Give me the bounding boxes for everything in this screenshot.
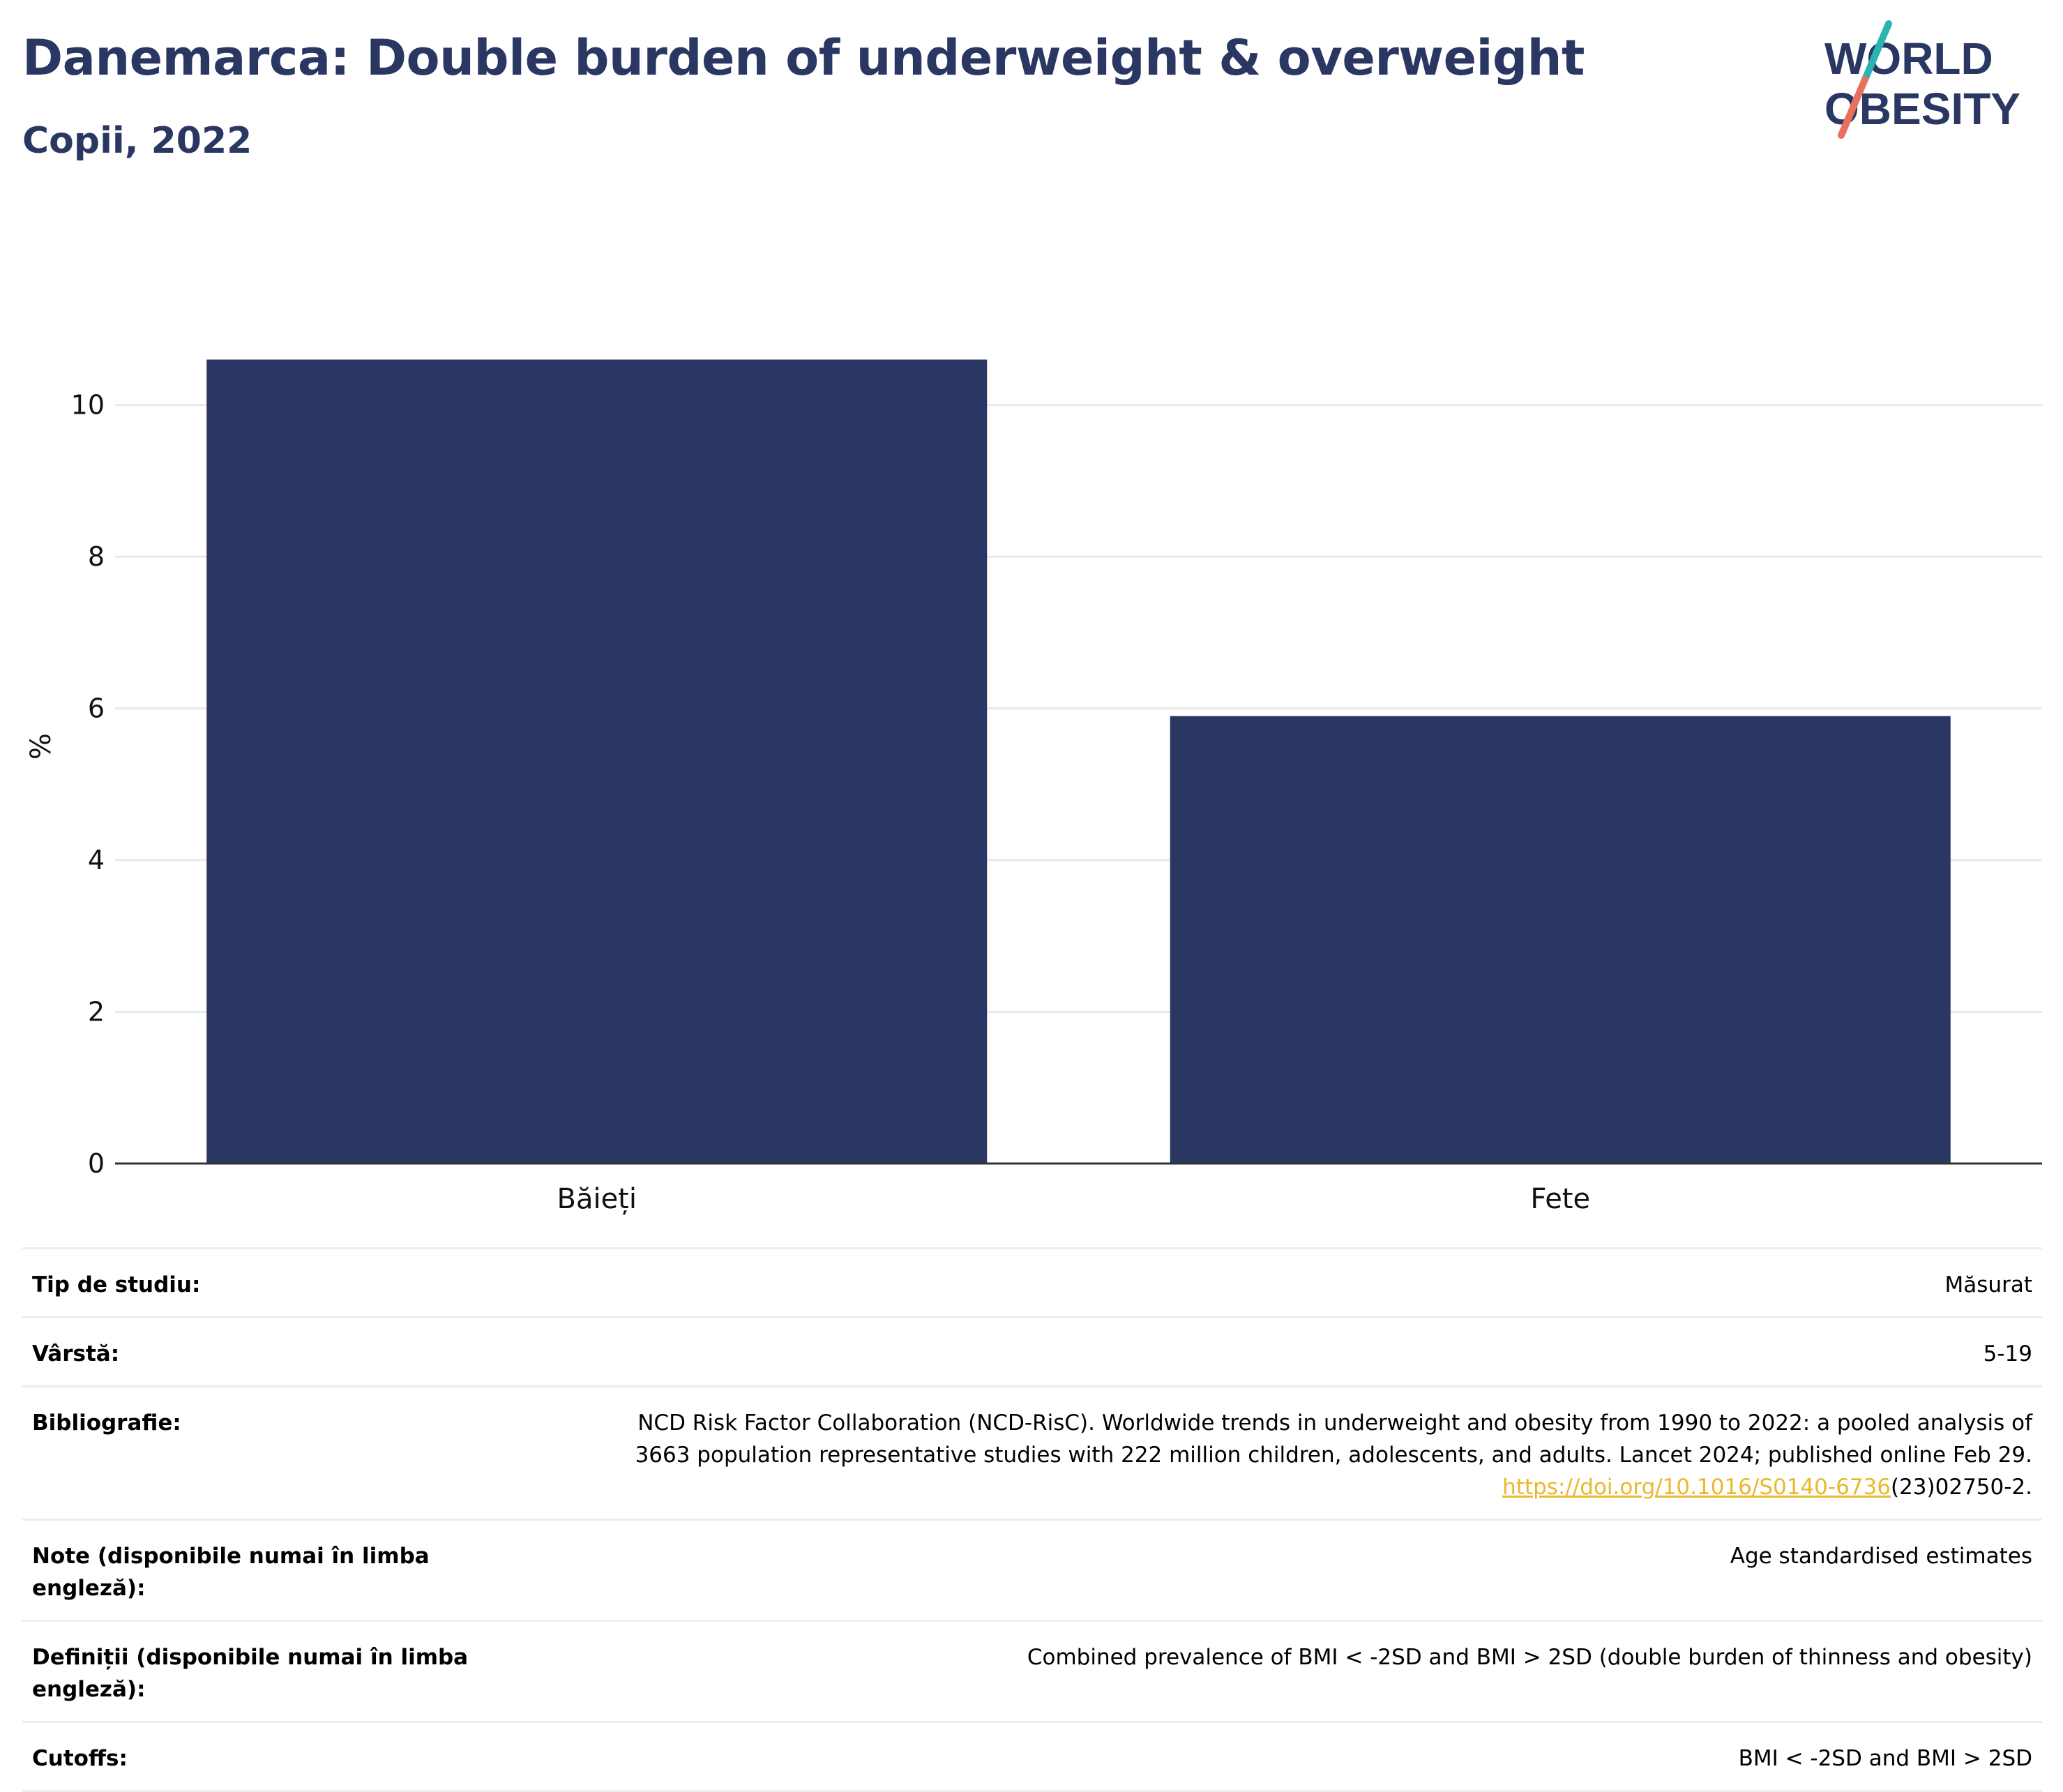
info-row-age: Vârstă: 5-19 — [22, 1316, 2042, 1385]
y-tick-label: 2 — [88, 997, 105, 1027]
y-tick-label: 8 — [88, 541, 105, 572]
bibliography-line-3: https://doi.org/10.1016/S0140-6736(23)02… — [506, 1471, 2032, 1503]
y-tick-label: 4 — [88, 845, 105, 875]
bars — [206, 359, 1951, 1164]
y-tick-label: 6 — [88, 693, 105, 724]
info-value-bibliography: NCD Risk Factor Collaboration (NCD-RisC)… — [478, 1407, 2032, 1503]
world-obesity-logo: WORLD OBESITY — [1824, 20, 2020, 139]
info-label: Bibliografie: — [32, 1410, 181, 1436]
doi-link[interactable]: https://doi.org/10.1016/S0140-6736 — [1502, 1475, 1891, 1500]
info-value: 5-19 — [1983, 1341, 2032, 1366]
info-value: Măsurat — [1944, 1272, 2032, 1297]
x-tick-label: Băieți — [557, 1183, 637, 1215]
bar-2[interactable] — [1170, 716, 1951, 1164]
info-row-cutoffs: Cutoffs: BMI < -2SD and BMI > 2SD — [22, 1721, 2042, 1792]
y-tick-label: 0 — [88, 1148, 105, 1179]
info-label: Note (disponibile numai în limba engleză… — [32, 1544, 430, 1601]
chart-subtitle: Copii, 2022 — [22, 120, 252, 162]
info-label: Cutoffs: — [32, 1746, 128, 1771]
bibliography-line-1: NCD Risk Factor Collaboration (NCD-RisC)… — [637, 1410, 2032, 1436]
info-label: Tip de studiu: — [32, 1272, 201, 1297]
info-row-study-type: Tip de studiu: Măsurat — [22, 1247, 2042, 1316]
info-value: BMI < -2SD and BMI > 2SD — [1738, 1746, 2032, 1771]
info-row-bibliography: Bibliografie: NCD Risk Factor Collaborat… — [22, 1385, 2042, 1519]
logo-line1: WORLD — [1824, 33, 1993, 84]
chart-title: Danemarca: Double burden of underweight … — [22, 29, 1585, 86]
chart-info-table: Tip de studiu: Măsurat Vârstă: 5-19 Bibl… — [22, 1247, 2042, 1792]
info-row-notes: Note (disponibile numai în limba engleză… — [22, 1519, 2042, 1620]
x-tick-labels: Băieți Fete — [557, 1183, 1591, 1215]
info-row-definitions: Definiții (disponibile numai în limba en… — [22, 1620, 2042, 1721]
info-label: Definiții (disponibile numai în limba en… — [32, 1645, 469, 1702]
x-tick-label: Fete — [1530, 1183, 1590, 1215]
info-label: Vârstă: — [32, 1341, 120, 1366]
bar-1[interactable] — [206, 359, 988, 1164]
y-tick-label: 10 — [71, 390, 105, 421]
y-axis-label: % — [25, 733, 57, 760]
bibliography-line-2: 3663 population representative studies w… — [635, 1443, 2032, 1468]
doi-suffix: (23)02750-2. — [1890, 1475, 2032, 1500]
bar-chart: 0 2 4 6 8 10 Băieți Fete % — [25, 359, 2042, 1215]
info-value: Combined prevalence of BMI < -2SD and BM… — [1027, 1645, 2032, 1670]
logo-slash-top — [1861, 20, 1892, 83]
logo-slash-bottom — [1838, 76, 1868, 139]
y-tick-labels: 0 2 4 6 8 10 — [71, 390, 105, 1179]
info-value: Age standardised estimates — [1730, 1544, 2032, 1569]
